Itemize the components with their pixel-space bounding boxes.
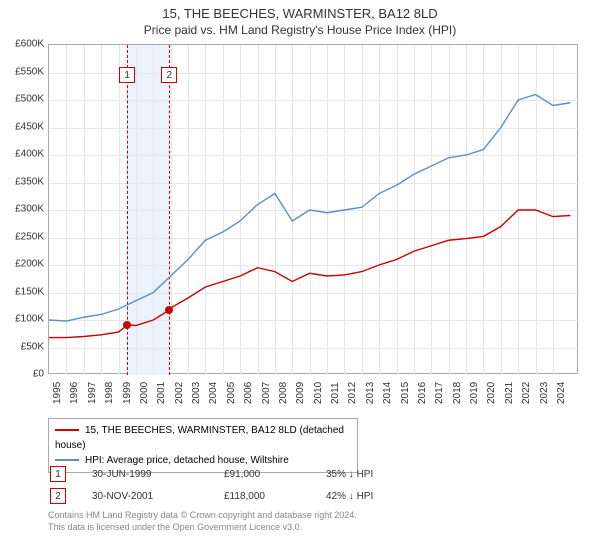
footer-line1: Contains HM Land Registry data © Crown c… bbox=[48, 510, 357, 522]
legend-item: 15, THE BEECHES, WARMINSTER, BA12 8LD (d… bbox=[55, 423, 351, 453]
sales-price: £118,000 bbox=[224, 486, 324, 506]
x-tick-label: 2017 bbox=[434, 382, 445, 404]
sales-table: 1 30-JUN-1999£91,00035% ↓ HPI 2 30-NOV-2001… bbox=[48, 462, 385, 508]
x-tick-label: 2022 bbox=[521, 382, 532, 404]
sales-delta: 42% ↓ HPI bbox=[326, 486, 383, 506]
chart-svg bbox=[49, 45, 579, 375]
x-tick-label: 2000 bbox=[139, 382, 150, 404]
sales-row-marker: 2 bbox=[50, 488, 66, 504]
y-tick-label: £0 bbox=[2, 369, 44, 380]
chart-plot-area: 12 bbox=[48, 44, 578, 374]
x-tick-label: 2015 bbox=[400, 382, 411, 404]
x-tick-label: 2016 bbox=[417, 382, 428, 404]
page-title: 15, THE BEECHES, WARMINSTER, BA12 8LD bbox=[0, 0, 600, 23]
series-hpi bbox=[49, 95, 570, 322]
x-tick-label: 1997 bbox=[87, 382, 98, 404]
sales-date: 30-NOV-2001 bbox=[92, 486, 222, 506]
y-tick-label: £50K bbox=[2, 341, 44, 352]
x-tick-label: 2002 bbox=[174, 382, 185, 404]
x-tick-label: 2021 bbox=[504, 382, 515, 404]
sales-delta: 35% ↓ HPI bbox=[326, 464, 383, 484]
sales-price: £91,000 bbox=[224, 464, 324, 484]
x-tick-label: 1998 bbox=[104, 382, 115, 404]
x-tick-label: 2005 bbox=[226, 382, 237, 404]
y-tick-label: £150K bbox=[2, 286, 44, 297]
y-tick-label: £400K bbox=[2, 149, 44, 160]
x-tick-label: 2003 bbox=[191, 382, 202, 404]
page-subtitle: Price paid vs. HM Land Registry's House … bbox=[0, 23, 600, 41]
x-tick-label: 2013 bbox=[365, 382, 376, 404]
sales-row: 2 30-NOV-2001£118,00042% ↓ HPI bbox=[50, 486, 383, 506]
x-tick-label: 2023 bbox=[539, 382, 550, 404]
x-tick-label: 2011 bbox=[330, 382, 341, 404]
x-tick-label: 1999 bbox=[122, 382, 133, 404]
legend-swatch bbox=[55, 429, 79, 431]
x-tick-label: 2001 bbox=[156, 382, 167, 404]
x-tick-label: 2010 bbox=[313, 382, 324, 404]
y-tick-label: £200K bbox=[2, 259, 44, 270]
x-tick-label: 2020 bbox=[486, 382, 497, 404]
y-tick-label: £100K bbox=[2, 314, 44, 325]
x-tick-label: 2004 bbox=[208, 382, 219, 404]
y-tick-label: £600K bbox=[2, 39, 44, 50]
x-tick-label: 1995 bbox=[52, 382, 63, 404]
y-tick-label: £450K bbox=[2, 121, 44, 132]
footer-line2: This data is licensed under the Open Gov… bbox=[48, 522, 357, 534]
sales-row: 1 30-JUN-1999£91,00035% ↓ HPI bbox=[50, 464, 383, 484]
x-tick-label: 2008 bbox=[278, 382, 289, 404]
x-tick-label: 2024 bbox=[556, 382, 567, 404]
x-tick-label: 1996 bbox=[69, 382, 80, 404]
legend-label: 15, THE BEECHES, WARMINSTER, BA12 8LD (d… bbox=[55, 425, 344, 451]
x-tick-label: 2019 bbox=[469, 382, 480, 404]
x-tick-label: 2009 bbox=[295, 382, 306, 404]
y-tick-label: £300K bbox=[2, 204, 44, 215]
y-tick-label: £500K bbox=[2, 94, 44, 105]
y-tick-label: £550K bbox=[2, 66, 44, 77]
sales-row-marker: 1 bbox=[50, 466, 66, 482]
x-tick-label: 2006 bbox=[243, 382, 254, 404]
y-tick-label: £350K bbox=[2, 176, 44, 187]
x-tick-label: 2014 bbox=[382, 382, 393, 404]
x-tick-label: 2018 bbox=[452, 382, 463, 404]
footer-attribution: Contains HM Land Registry data © Crown c… bbox=[48, 510, 357, 533]
x-tick-label: 2007 bbox=[261, 382, 272, 404]
sales-date: 30-JUN-1999 bbox=[92, 464, 222, 484]
y-tick-label: £250K bbox=[2, 231, 44, 242]
series-property bbox=[49, 210, 570, 338]
x-tick-label: 2012 bbox=[347, 382, 358, 404]
